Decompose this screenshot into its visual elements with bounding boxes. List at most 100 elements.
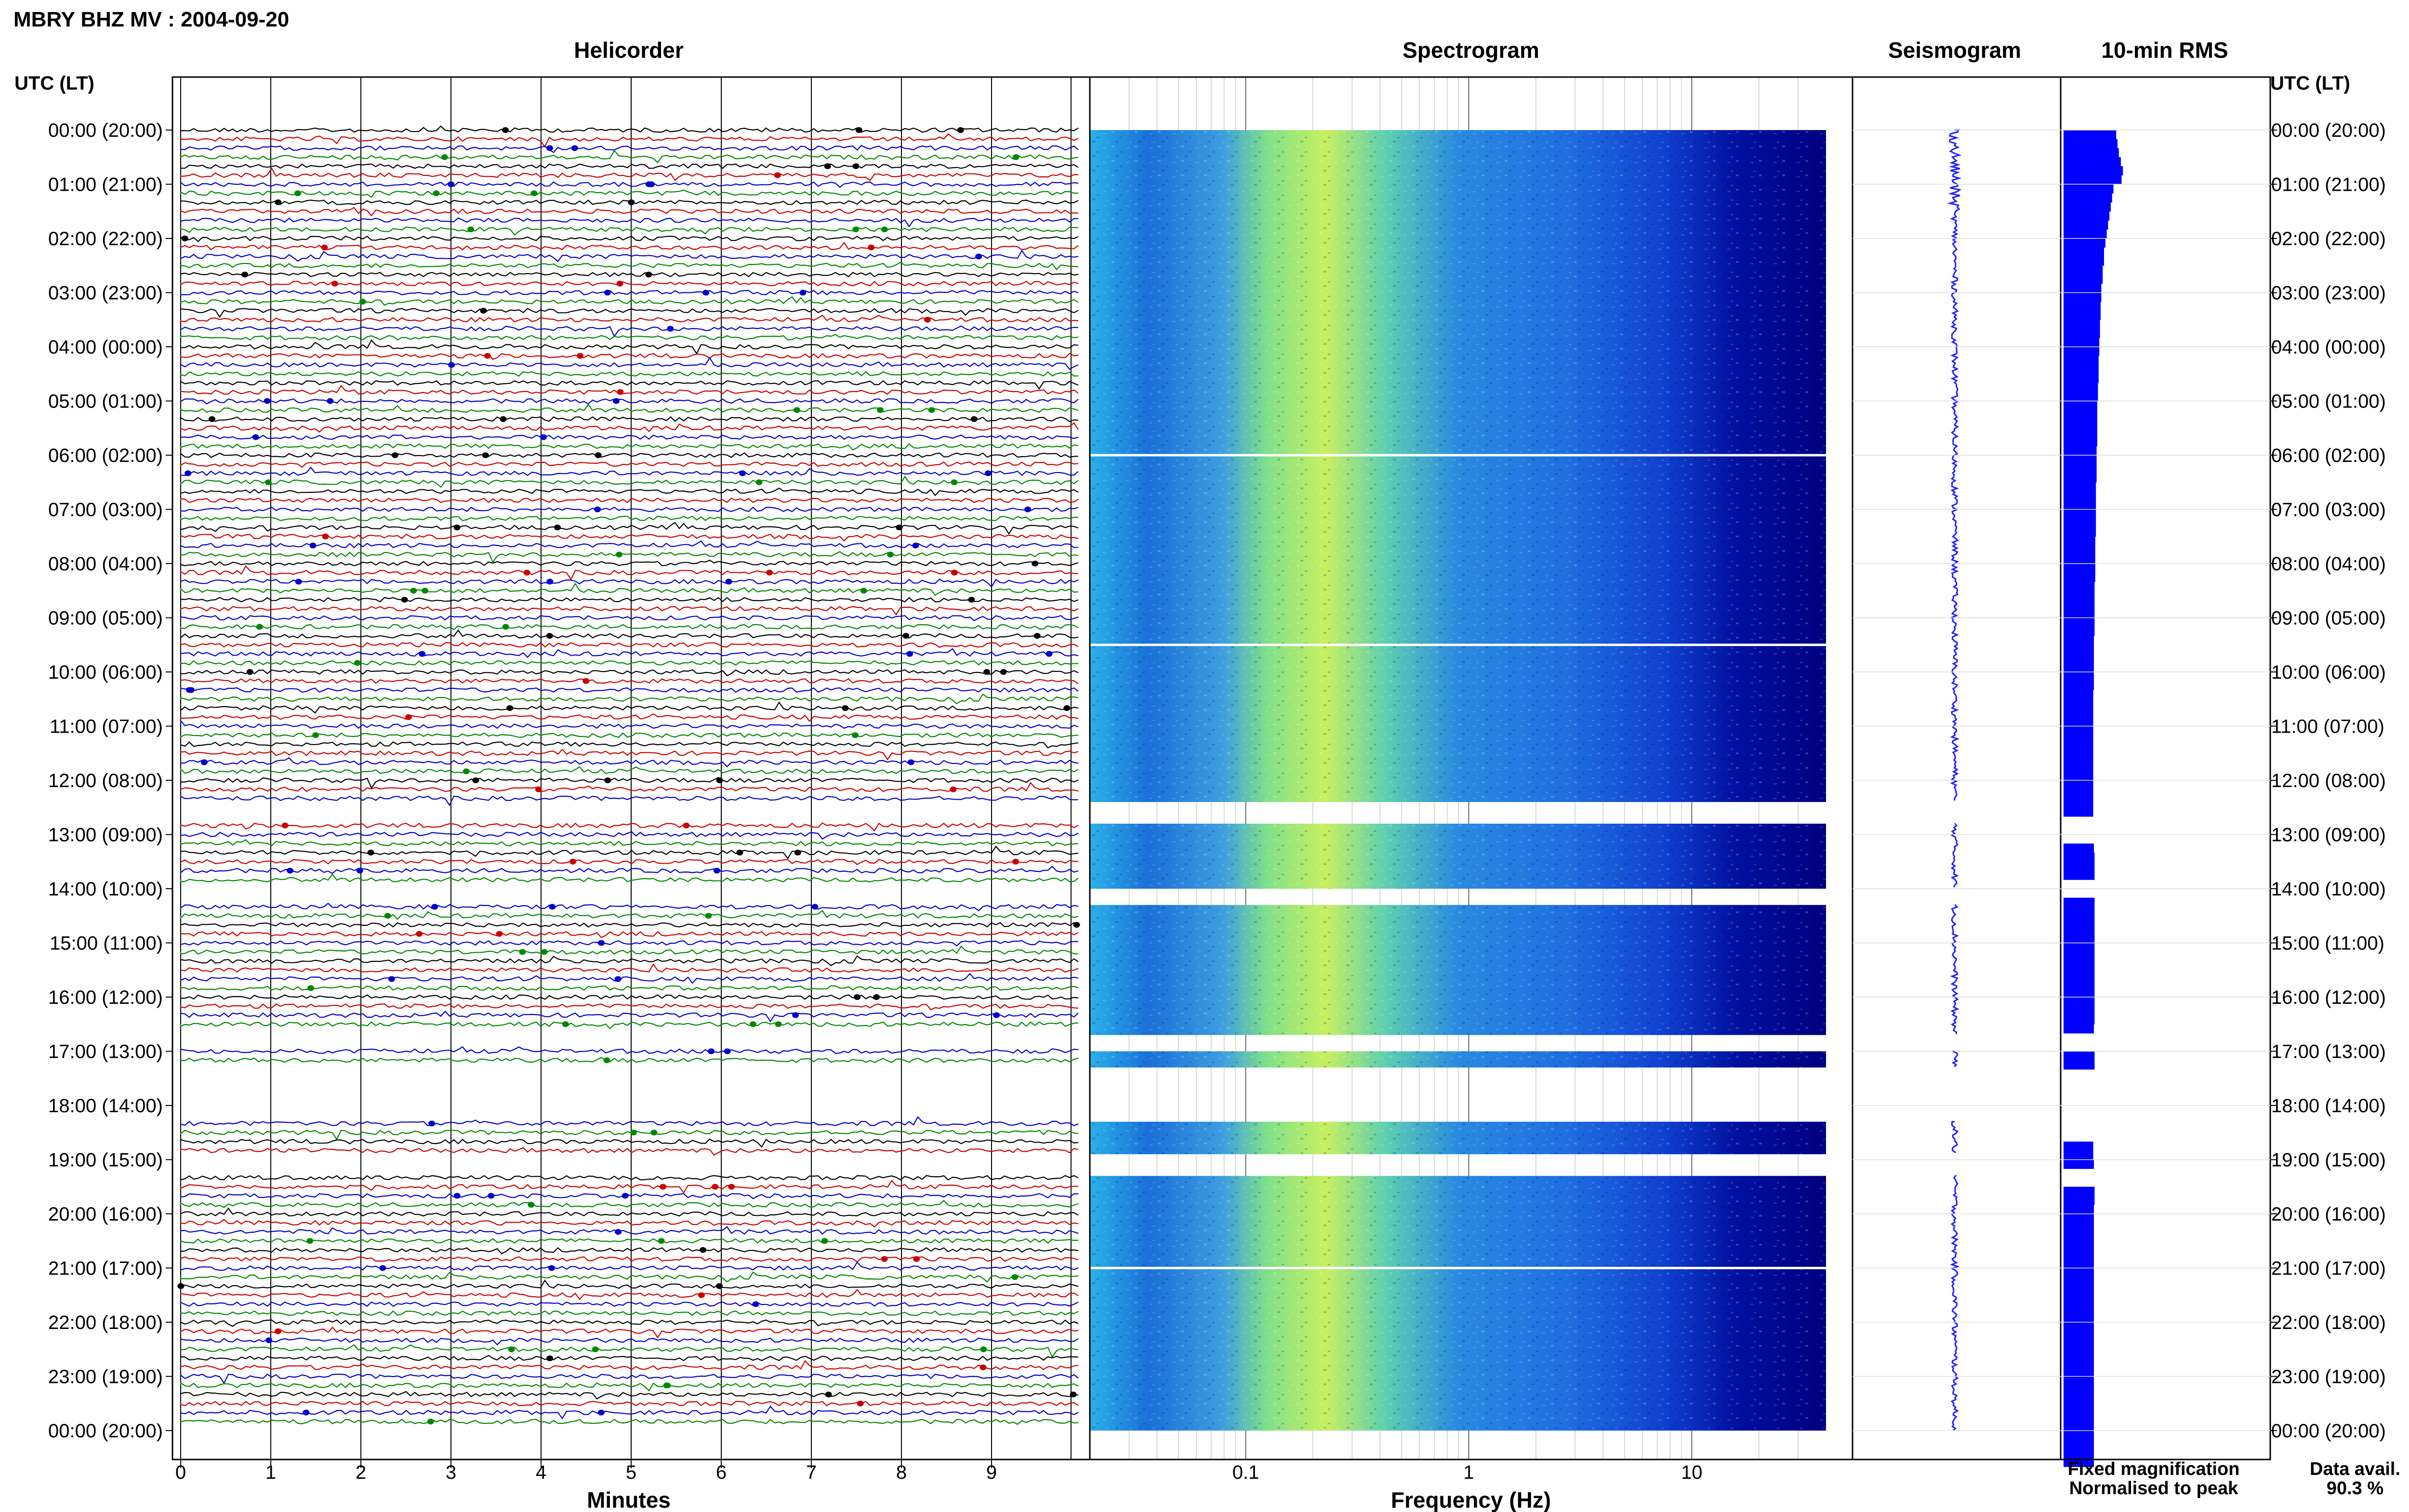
helicorder-event [548, 1265, 555, 1271]
helicorder-event [241, 272, 249, 277]
helicorder-event [799, 289, 807, 296]
hour-label-left: 23:00 (19:00) [48, 1367, 163, 1388]
hour-label-right: 20:00 (16:00) [2271, 1204, 2386, 1225]
helicorder-event [716, 777, 723, 783]
helicorder-trace [180, 1046, 1079, 1054]
helicorder-trace [180, 1391, 1079, 1400]
seismogram-trace [1951, 1051, 1959, 1067]
hour-label-right: 14:00 (10:00) [2271, 879, 2386, 900]
rms-bar [2064, 1448, 2094, 1458]
helicorder-event [979, 1364, 987, 1370]
helicorder-event [950, 786, 957, 792]
helicorder-event [970, 416, 978, 422]
hour-label-left: 18:00 (14:00) [48, 1095, 163, 1117]
rms-bar [2064, 1250, 2094, 1260]
helicorder-trace [180, 1271, 1079, 1283]
helicorder-event [482, 452, 489, 458]
rms-bar [2064, 933, 2095, 943]
helicorder-event [951, 569, 958, 576]
rms-bar [2064, 311, 2101, 320]
helicorder-event [209, 416, 215, 422]
helicorder-trace [180, 922, 1079, 928]
helicorder-event [546, 1355, 554, 1361]
hour-label-left: 13:00 (09:00) [48, 825, 163, 846]
rms-bar [2064, 1431, 2094, 1440]
rms-bar [2064, 437, 2097, 447]
helicorder-event [907, 759, 914, 765]
rms-bar [2064, 1349, 2094, 1359]
helicorder-event [595, 452, 602, 458]
hour-label-left: 15:00 (11:00) [50, 933, 163, 954]
helicorder-trace [180, 741, 1079, 749]
helicorder-trace [180, 353, 1079, 360]
helicorder-event [431, 904, 438, 910]
rms-bar [2064, 861, 2095, 871]
rms-bar [2064, 1051, 2095, 1061]
helicorder-trace [180, 1226, 1079, 1235]
hour-label-right: 00:00 (20:00) [2271, 1420, 2386, 1442]
helicorder-event [546, 145, 553, 151]
helicorder-event [502, 624, 509, 630]
rms-bar [2064, 1385, 2094, 1395]
helicorder-trace [180, 1003, 1079, 1011]
helicorder-event [453, 1193, 461, 1199]
helicorder-event [968, 597, 975, 603]
rms-bar [2064, 644, 2094, 654]
helicorder-event [419, 651, 426, 657]
helicorder-event [359, 299, 366, 305]
rms-bar [2064, 302, 2101, 311]
helicorder-trace [180, 629, 1079, 639]
rms-bar [2064, 843, 2094, 853]
rms-bar [2064, 139, 2118, 148]
helicorder-trace [180, 1406, 1079, 1420]
helicorder-trace [180, 181, 1079, 188]
helicorder-trace [180, 1219, 1079, 1228]
helicorder-event [604, 777, 611, 783]
helicorder-event [928, 407, 935, 413]
rms-bar [2064, 970, 2095, 979]
helicorder-trace [180, 1116, 1079, 1127]
helicorder-event [306, 1238, 314, 1244]
rms-bar [2064, 979, 2095, 988]
spectrogram-texture [1090, 130, 1826, 802]
rms-bar [2064, 283, 2102, 293]
helicorder-event [698, 1292, 705, 1298]
helicorder-event [256, 624, 263, 630]
hour-label-left: 05:00 (01:00) [48, 391, 163, 412]
rms-bar [2064, 365, 2099, 374]
helicorder-event [264, 398, 271, 404]
helicorder-trace [180, 1301, 1079, 1307]
hour-label-right: 18:00 (14:00) [2271, 1095, 2386, 1117]
helicorder-trace [180, 597, 1079, 603]
helicorder-trace [180, 701, 1079, 714]
helicorder-event [603, 1057, 610, 1064]
helicorder-event [327, 398, 334, 404]
hour-label-left: 16:00 (12:00) [48, 987, 163, 1008]
spectrogram-texture [1090, 1051, 1826, 1068]
rms-bar [2064, 1241, 2094, 1250]
spectrogram-texture [1090, 1121, 1826, 1155]
helicorder-event [582, 678, 590, 684]
helicorder-event [873, 994, 880, 1000]
helicorder-event [181, 236, 188, 241]
helicorder-trace [180, 940, 1079, 947]
minute-tick-label: 5 [626, 1462, 636, 1483]
helicorder-event [416, 931, 423, 937]
helicorder-event [448, 362, 455, 368]
helicorder-trace [180, 1010, 1079, 1023]
helicorder-event [422, 588, 428, 594]
rms-bar [2064, 392, 2098, 401]
helicorder-trace [180, 163, 1079, 169]
rms-bar [2064, 536, 2095, 546]
helicorder-event [275, 199, 282, 205]
helicorder-trace [180, 678, 1079, 684]
helicorder-event [598, 940, 605, 946]
helicorder-event [303, 1409, 310, 1416]
seismogram-panel [1947, 129, 1962, 1431]
rms-bar [2064, 1295, 2094, 1304]
helicorder-title: Helicorder [574, 38, 684, 63]
helicorder-trace [180, 973, 1079, 984]
helicorder-event [683, 822, 690, 828]
helicorder-trace [180, 910, 1079, 920]
